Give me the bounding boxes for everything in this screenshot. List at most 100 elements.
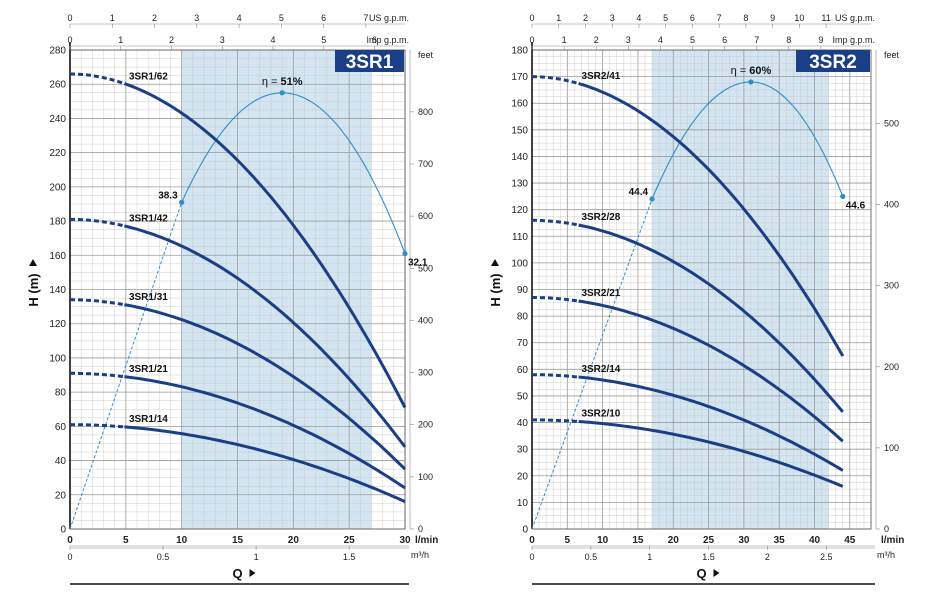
top-tick-label: 8	[743, 13, 748, 23]
efficiency-curve	[651, 81, 844, 200]
top-tick-label: 8	[786, 35, 791, 45]
efficiency-point-left	[649, 196, 655, 202]
pump-curve-2	[578, 299, 844, 443]
pump-curve-label: 3SR2/28	[581, 212, 620, 223]
y-tick-label: 150	[511, 125, 528, 136]
top-tick-label: 4	[237, 13, 242, 23]
y-axis-arrow-icon	[29, 259, 37, 266]
y-tick-label: 0	[522, 525, 528, 536]
y-tick-label: 180	[511, 46, 528, 57]
x-axis-unit: l/min	[881, 535, 904, 546]
top-axis-unit: Imp g.p.m.	[832, 35, 875, 45]
top-axis-unit: Imp g.p.m.	[366, 35, 409, 45]
y-tick-label: 220	[49, 148, 66, 159]
chart-1: 0102030405060708090100110120130140150160…	[488, 13, 904, 585]
title-box	[796, 50, 870, 72]
efficiency-point-left	[179, 199, 185, 205]
top-tick-label: 0	[529, 13, 534, 23]
feet-tick-label: 0	[884, 524, 889, 534]
top-tick-label: 7	[717, 13, 722, 23]
y-tick-label: 100	[49, 353, 66, 364]
y-tick-label: 70	[517, 338, 529, 349]
top-tick-label: 2	[169, 35, 174, 45]
feet-tick-label: 200	[418, 420, 433, 430]
y-tick-label: 140	[49, 285, 66, 296]
y-tick-label: 140	[511, 152, 528, 163]
y-tick-label: 170	[511, 72, 528, 83]
efficiency-left-value: 38.3	[158, 190, 178, 201]
feet-tick-label: 0	[418, 524, 423, 534]
grid	[69, 49, 406, 530]
x-tick-label: 10	[176, 535, 188, 546]
m3h-tick-label: 1.5	[343, 552, 356, 562]
y-tick-label: 40	[55, 456, 67, 467]
q-axis-title: Q	[232, 566, 242, 581]
top-tick-label: 0	[67, 13, 72, 23]
top-tick-label: 5	[321, 35, 326, 45]
feet-tick-label: 300	[884, 281, 899, 291]
m3h-tick-label: 0.5	[585, 552, 598, 562]
efficiency-peak-pct: 60%	[749, 65, 771, 77]
top-tick-label: 7	[754, 35, 759, 45]
feet-tick-label: 400	[884, 200, 899, 210]
feet-tick-label: 300	[418, 368, 433, 378]
pump-curve-3	[578, 375, 844, 472]
x-tick-label: 15	[632, 535, 644, 546]
pump-curve-label: 3SR2/10	[581, 409, 620, 420]
x-tick-label: 25	[703, 535, 715, 546]
top-tick-label: 5	[279, 13, 284, 23]
x-axis-unit: l/min	[415, 535, 438, 546]
pump-curve-label: 3SR2/41	[581, 71, 620, 82]
pump-curve-label: 3SR2/14	[581, 364, 620, 375]
x-tick-label: 5	[123, 535, 129, 546]
efficiency-curve-dashed	[69, 202, 183, 530]
y-tick-label: 120	[49, 319, 66, 330]
efficiency-curve	[181, 92, 406, 254]
y-tick-label: 30	[517, 445, 529, 456]
y-tick-label: 60	[55, 422, 67, 433]
efficiency-curve-dashed	[531, 198, 653, 530]
efficiency-point-right	[840, 193, 846, 199]
feet-tick-label: 500	[884, 118, 899, 128]
m3h-tick-label: 1	[254, 552, 259, 562]
y-tick-label: 160	[511, 99, 528, 110]
pump-curve-1	[124, 224, 407, 448]
grid	[531, 49, 872, 530]
efficiency-peak-value: η = 60%	[731, 65, 772, 77]
m3h-tick-label: 0.5	[157, 552, 170, 562]
q-axis-arrow-icon	[249, 569, 256, 577]
feet-tick-label: 200	[884, 362, 899, 372]
top-tick-label: 9	[818, 35, 823, 45]
top-tick-label: 7	[363, 13, 368, 23]
y-tick-label: 10	[517, 498, 529, 509]
y-axis-title: H (m)	[488, 273, 503, 306]
pump-curve-0	[578, 82, 845, 357]
feet-tick-label: 100	[884, 443, 899, 453]
pump-curve-0	[123, 82, 407, 409]
efficiency-peak-value: η = 51%	[262, 76, 303, 88]
feet-tick-label: 800	[418, 107, 433, 117]
efficiency-left-value: 44.4	[629, 187, 649, 198]
efficiency-point-peak	[279, 90, 285, 96]
y-tick-label: 20	[55, 490, 67, 501]
x-tick-label: 0	[67, 535, 73, 546]
top-tick-label: 4	[636, 13, 641, 23]
top-tick-label: 5	[690, 35, 695, 45]
x-tick-label: 30	[399, 535, 411, 546]
top-tick-label: 0	[529, 35, 534, 45]
y-tick-label: 100	[511, 258, 528, 269]
pump-curve-label: 3SR1/21	[129, 364, 168, 375]
x-tick-label: 45	[844, 535, 856, 546]
y-tick-label: 80	[517, 312, 529, 323]
feet-tick-label: 400	[418, 315, 433, 325]
pump-curve-4	[578, 420, 844, 488]
m3h-axis-unit: m³/h	[877, 550, 895, 560]
y-tick-label: 200	[49, 182, 66, 193]
y-tick-label: 240	[49, 114, 66, 125]
title-box	[335, 50, 404, 72]
m3h-tick-label: 1.5	[702, 552, 715, 562]
top-tick-label: 4	[658, 35, 663, 45]
efficiency-point-right	[402, 250, 408, 257]
efficiency-eta-label: η =	[262, 76, 281, 88]
pump-curve-dashed-0	[70, 72, 125, 86]
